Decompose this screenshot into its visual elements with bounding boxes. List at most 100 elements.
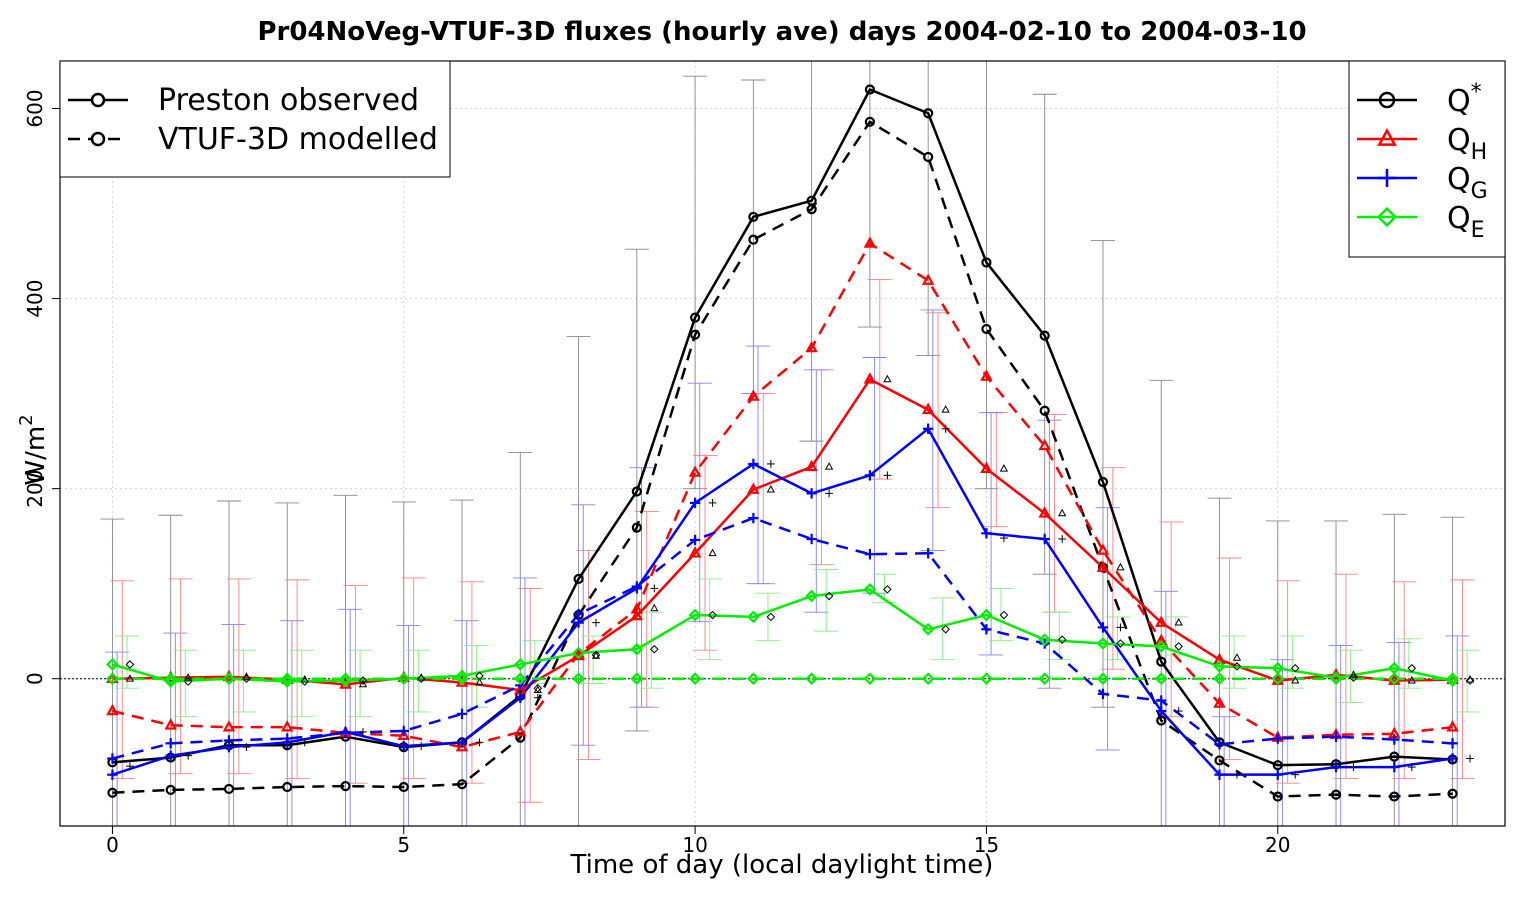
legend-flux-label: QG (1447, 162, 1488, 204)
data-point (164, 718, 177, 730)
annotation-point (533, 693, 542, 702)
data-point (630, 608, 644, 621)
data-point (1389, 761, 1400, 773)
data-point (282, 733, 293, 744)
legend-flux-marker (1377, 128, 1397, 146)
legend-flux-box (1348, 60, 1506, 258)
data-point (630, 602, 644, 614)
annotation-point (708, 548, 717, 557)
annotation-point (883, 585, 892, 594)
data-point (748, 458, 759, 470)
series-line-3 (112, 242, 1453, 749)
series-markers (106, 84, 1459, 802)
legend-line-style: Preston observed VTUF-3D modelled (59, 60, 451, 178)
data-point (747, 482, 760, 494)
data-point (515, 680, 526, 691)
annotation-point (1407, 663, 1417, 673)
data-point (1446, 720, 1459, 732)
annotation-point (999, 464, 1009, 472)
annotation-point (533, 685, 542, 694)
annotation-point (1116, 623, 1125, 632)
annotation-point (533, 683, 543, 693)
data-point (340, 727, 351, 739)
legend-flux-label-base: Q (1447, 201, 1471, 236)
annotation-point (1349, 763, 1358, 771)
annotation-point (883, 374, 892, 383)
annotation-point (125, 660, 135, 669)
data-point (980, 608, 993, 622)
y-tick-label: 600 (23, 89, 47, 127)
data-point (1389, 791, 1400, 802)
legend-flux-label-sup: * (1471, 80, 1482, 105)
legend-line-style-box (59, 60, 451, 178)
annotation-point (1349, 670, 1358, 678)
data-point (398, 740, 409, 752)
data-point (106, 703, 119, 716)
annotation-point (1174, 707, 1183, 715)
annotation-point (999, 610, 1009, 620)
data-point (631, 581, 643, 592)
data-point (1387, 672, 1401, 686)
data-point (1154, 615, 1168, 627)
data-point (922, 548, 934, 559)
annotation-point (1116, 639, 1125, 648)
data-point (1214, 769, 1225, 780)
data-point (1272, 769, 1283, 780)
series-line-5 (112, 516, 1453, 760)
data-point (863, 583, 877, 596)
annotation-point (1116, 562, 1125, 571)
data-point (1039, 330, 1050, 341)
annotation-point (1058, 508, 1067, 517)
series-line-1 (112, 120, 1453, 798)
x-axis-ticks: 0 5 10 15 20 (106, 826, 1290, 857)
data-point (1330, 761, 1342, 773)
annotation-point (1232, 653, 1242, 661)
data-point (1214, 755, 1225, 766)
data-point (805, 340, 818, 353)
data-point (165, 784, 176, 795)
annotation-point (650, 603, 659, 612)
x-tick-label: 5 (397, 833, 410, 857)
data-point (981, 257, 992, 268)
chart-title: Pr04NoVeg-VTUF-3D fluxes (hourly ave) da… (257, 17, 1306, 47)
x-tick-label: 0 (106, 833, 119, 857)
data-point (688, 672, 702, 686)
data-point (1447, 788, 1458, 799)
legend-flux-label-sub: H (1471, 140, 1488, 165)
annotation-point (184, 751, 193, 760)
data-point (980, 461, 993, 473)
annotation-point (1174, 617, 1183, 626)
legend-flux-label: QH (1447, 123, 1487, 165)
annotation-point (1174, 642, 1184, 651)
annotation-point (1058, 535, 1067, 543)
annotation-point (417, 742, 426, 751)
data-point (863, 672, 877, 686)
y-axis-ticks: 0 200 400 600 (23, 89, 60, 685)
data-point (573, 573, 584, 585)
data-point (397, 672, 411, 686)
data-point (630, 672, 644, 686)
data-point (805, 459, 818, 472)
annotation-point (766, 612, 776, 622)
data-point (107, 753, 118, 764)
annotation-point (1407, 675, 1416, 684)
annotation-point (883, 471, 892, 480)
data-point (1156, 695, 1167, 706)
annotation-point (766, 460, 775, 468)
y-tick-label: 200 (23, 470, 47, 508)
annotation-point (1407, 763, 1416, 771)
annotation-point (825, 489, 834, 498)
data-point (981, 624, 992, 635)
annotation-point (1291, 675, 1300, 684)
annotation-point (650, 644, 659, 654)
data-point (748, 512, 759, 524)
data-point (747, 610, 760, 624)
data-point (690, 312, 701, 323)
data-point (339, 672, 352, 686)
data-point (106, 672, 119, 686)
annotation-point (824, 591, 834, 601)
data-point (921, 402, 935, 415)
data-point (107, 787, 118, 798)
